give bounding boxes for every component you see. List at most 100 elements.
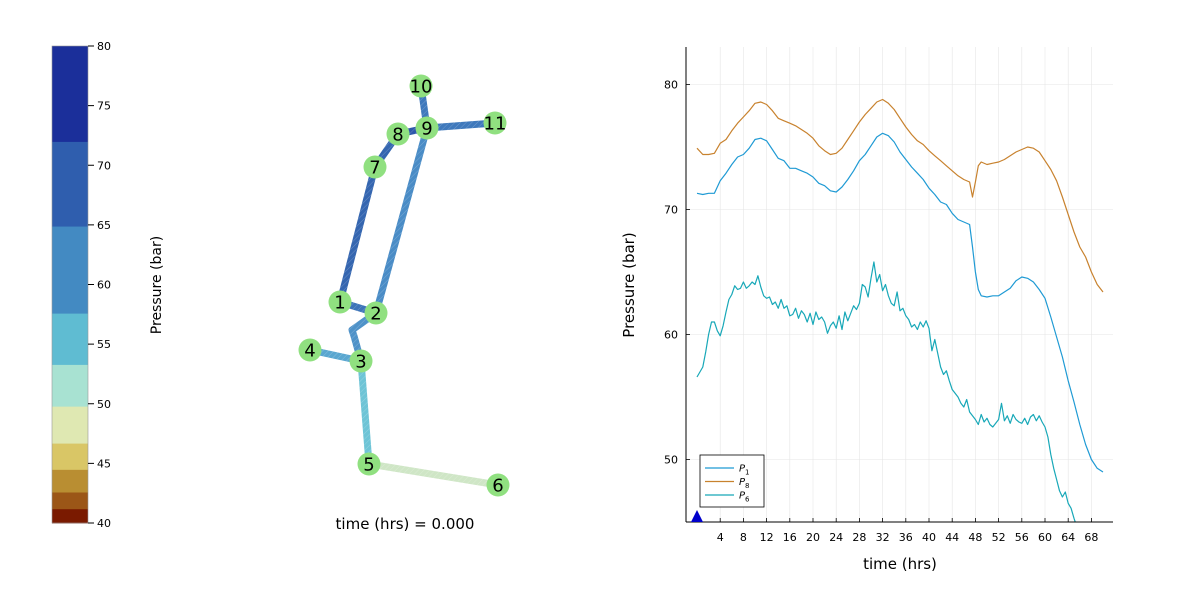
colorbar-band	[52, 364, 88, 407]
node-2: 2	[364, 301, 388, 325]
node-circle	[363, 155, 387, 179]
pipe-hatch	[347, 310, 379, 362]
x-tick-label: 48	[968, 531, 982, 544]
pressure-chart: 4 8 12 16 20 24 28 32 36 40 44 48 52 56 60 64 68 5060708…	[620, 47, 1113, 573]
pipe-5-6	[365, 460, 502, 489]
node-label: 4	[304, 341, 315, 362]
colorbar-tick-label: 40	[97, 517, 111, 530]
pipe-network: 1 2 3 4 5 6 78 9 10 11 time (hrs) = 0.000	[298, 74, 510, 533]
x-tick-labels: 4 8 12 16 20 24 28 32 36 40 44 48 52 56 60 64 68	[717, 518, 1098, 544]
node-label: 11	[484, 114, 507, 135]
node-4: 4	[298, 338, 322, 362]
pipe-hatch	[336, 166, 379, 303]
node-9: 9	[415, 116, 439, 140]
x-tick-label: 4	[717, 531, 724, 544]
network-pipes	[306, 82, 502, 489]
legend-entry-p1: P1	[705, 464, 750, 477]
node-label: 5	[363, 455, 374, 476]
x-tick-label: 12	[760, 531, 774, 544]
pipe-hatch	[368, 460, 499, 489]
x-tick-label: 68	[1084, 531, 1098, 544]
x-tick-label: 64	[1061, 531, 1075, 544]
legend-label-sub: 8	[745, 482, 749, 490]
colorbar-band	[52, 226, 88, 314]
pipe-hatch	[372, 127, 431, 314]
node-circle	[409, 74, 433, 98]
chart-lines	[696, 98, 1104, 522]
node-6: 6	[486, 473, 510, 497]
colorbar-band	[52, 141, 88, 227]
colorbar-tick-label: 75	[97, 100, 111, 113]
y-tick-labels: 50 60 70 80	[664, 79, 690, 467]
legend-label-sub: 6	[745, 496, 750, 504]
colorbar-band	[52, 443, 88, 470]
x-tick-label: 36	[899, 531, 913, 544]
colorbar-band	[52, 491, 88, 510]
legend-entry-p8: P8	[705, 477, 750, 490]
x-tick-label: 28	[852, 531, 866, 544]
pipe-3-5	[357, 357, 373, 468]
legend-label-sub: 1	[745, 469, 749, 477]
node-label: 10	[410, 77, 433, 98]
legend-label-main: P	[739, 491, 746, 502]
node-circle	[486, 473, 510, 497]
colorbar-band	[52, 406, 88, 444]
node-circle	[298, 338, 322, 362]
colorbar-band	[52, 508, 88, 524]
y-axis-label: Pressure (bar)	[620, 232, 638, 337]
x-tick-label: 8	[740, 531, 747, 544]
x-tick-label: 24	[829, 531, 843, 544]
colorbar-label: Pressure (bar)	[149, 236, 165, 334]
x-tick-label: 16	[783, 531, 797, 544]
x-axis-label: time (hrs)	[863, 555, 937, 573]
x-tick-label: 40	[922, 531, 936, 544]
x-tick-label: 60	[1038, 531, 1052, 544]
y-tick-label: 70	[664, 204, 678, 217]
colorbar-band	[52, 313, 88, 365]
legend-label-main: P	[739, 464, 746, 475]
y-tick-label: 60	[664, 329, 678, 342]
node-label: 2	[370, 304, 381, 325]
node-label: 9	[421, 119, 432, 140]
colorbar-band	[52, 46, 88, 142]
series-line-p1	[696, 132, 1104, 473]
node-circle	[357, 452, 381, 476]
pipe-1-7	[336, 163, 379, 306]
node-circle	[364, 301, 388, 325]
node-circle	[349, 349, 373, 373]
pipe-9-2	[372, 124, 431, 317]
x-tick-label: 20	[806, 531, 820, 544]
colorbar-band	[52, 469, 88, 493]
pipe-2-3	[347, 309, 380, 365]
legend-label: P1	[739, 464, 750, 477]
colorbar: 40 45 50 55 60 65 70 75 80 Pressure (bar)	[51, 40, 165, 530]
x-tick-label: 44	[945, 531, 959, 544]
x-tick-label: 52	[992, 531, 1006, 544]
colorbar-tick-label: 65	[97, 219, 111, 232]
node-11: 11	[483, 111, 507, 135]
node-circle	[415, 116, 439, 140]
series-line-p8	[696, 98, 1104, 293]
colorbar-tick-label: 55	[97, 338, 111, 351]
legend-label: P8	[739, 477, 750, 490]
node-label: 1	[334, 293, 345, 314]
node-circle	[386, 122, 410, 146]
colorbar-ticks: 40 45 50 55 60 65 70 75 80	[88, 40, 111, 530]
node-3: 3	[349, 349, 373, 373]
x-tick-label: 56	[1015, 531, 1029, 544]
node-5: 5	[357, 452, 381, 476]
node-label: 3	[355, 352, 366, 373]
node-circle	[483, 111, 507, 135]
node-8: 8	[386, 122, 410, 146]
pipe-hatch	[357, 360, 373, 465]
node-10: 10	[409, 74, 433, 98]
colorbar-tick-label: 50	[97, 398, 111, 411]
legend-entry-p6: P6	[705, 491, 750, 504]
x-tick-label: 32	[876, 531, 890, 544]
legend-label: P6	[739, 491, 750, 504]
colorbar-bands	[52, 46, 88, 524]
time-marker-triangle	[691, 510, 703, 522]
node-label: 6	[492, 476, 503, 497]
